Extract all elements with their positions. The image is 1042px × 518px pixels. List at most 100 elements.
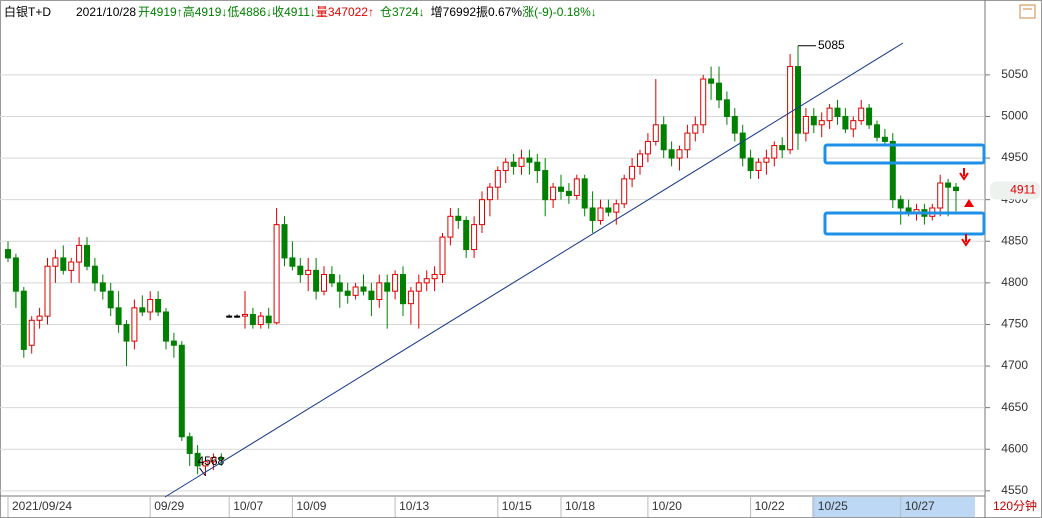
candle-body (676, 149, 683, 159)
candle-body (60, 257, 67, 271)
candle-body (257, 315, 264, 325)
candle-body (550, 186, 557, 201)
candle-body (897, 199, 904, 209)
y-tick-label: 4600 (1001, 441, 1028, 455)
candle-body (889, 140, 896, 201)
candle-body (455, 215, 462, 221)
candle-body (708, 78, 715, 84)
header-item: 高4919↓ (183, 4, 228, 19)
x-tick-label: 09/29 (154, 499, 184, 513)
candle-body (123, 323, 130, 342)
candle-body (139, 307, 146, 313)
candle-body (660, 124, 667, 151)
candle-body (84, 244, 90, 267)
candle-body (44, 265, 51, 317)
candle-body (684, 132, 691, 151)
candle-body (249, 313, 256, 325)
x-tick-label: 10/18 (565, 499, 595, 513)
candle-body (874, 124, 880, 138)
header-item: 低4886↓ (227, 5, 272, 19)
x-tick-label: 10/20 (652, 499, 682, 513)
candle-body (597, 207, 604, 221)
candle-body (731, 115, 738, 134)
header: 白银T+D 2021/10/28 开4919↑ 高4919↓ 低4886↓ 收4911… (4, 4, 597, 19)
candle-body (644, 140, 651, 155)
candle-body (787, 66, 794, 151)
candle-body (953, 186, 959, 192)
candle-body (810, 115, 817, 126)
candle-body (479, 199, 485, 226)
candle-body (234, 315, 241, 318)
high-label: 5085 (818, 38, 845, 52)
candle-body (423, 278, 430, 284)
candle-body (881, 136, 888, 142)
header-item: 振0.67% (476, 5, 522, 19)
candle-body (526, 157, 533, 163)
candle-body (739, 132, 746, 159)
candle-body (605, 207, 612, 213)
candle-body (321, 274, 327, 292)
candle-body (747, 157, 754, 172)
candle-body (818, 120, 825, 126)
candle-body (866, 107, 873, 126)
y-tick-label: 4850 (1001, 233, 1028, 247)
candle-body (494, 170, 501, 188)
candle-body (163, 311, 169, 342)
candle-body (581, 178, 588, 209)
candle-body (589, 207, 596, 221)
candle-body (486, 186, 493, 201)
candle-body (795, 66, 801, 134)
candle-body (186, 436, 193, 454)
last-price: 4911 (1010, 183, 1036, 197)
candle-body (210, 457, 217, 463)
candle-body (368, 290, 375, 300)
candle-body (771, 145, 778, 159)
window-button[interactable] (1019, 4, 1036, 19)
candle-body (510, 161, 517, 167)
symbol: 白银T+D (4, 4, 51, 19)
candle-body (763, 157, 770, 163)
candle-body (692, 124, 699, 134)
candle-body (384, 282, 391, 292)
candle-body (155, 298, 162, 313)
candle-body (447, 215, 454, 238)
arrow-down (959, 168, 969, 181)
candle-body (629, 165, 636, 180)
candle-body (463, 219, 470, 251)
candle-body (573, 178, 580, 197)
y-tick-label: 5000 (1001, 109, 1028, 123)
candle-body (52, 257, 59, 267)
candle-body (297, 265, 304, 276)
candle-body (202, 461, 209, 467)
candle-body (178, 344, 185, 438)
candle-body (226, 315, 233, 318)
candle-body (131, 307, 138, 342)
candle-body (637, 153, 643, 167)
candle-body (700, 78, 707, 126)
candle-body (289, 257, 296, 267)
candle-body (502, 161, 509, 172)
candle-body (407, 290, 414, 305)
candle-body (542, 170, 549, 201)
candle-body (621, 178, 628, 205)
x-tick-label: 10/09 (296, 499, 326, 513)
x-tick-label: 10/22 (755, 499, 785, 513)
header-item: 涨(-9)-0.18%↓ (522, 4, 597, 19)
candle-body (613, 203, 620, 213)
candle-body (652, 124, 659, 142)
x-tick-label: 10/25 (818, 499, 848, 513)
candle-body (147, 298, 154, 313)
candle-body (328, 274, 335, 284)
header-item: 增76992 (431, 5, 477, 19)
y-tick-label: 4650 (1001, 400, 1028, 414)
candle-body (265, 315, 272, 324)
low-label: 4568 (198, 454, 225, 468)
candle-body (115, 307, 122, 325)
candle-body (834, 107, 841, 117)
x-tick-label: 10/07 (233, 499, 263, 513)
candle-body (723, 99, 730, 117)
date: 2021/10/28 (76, 5, 136, 19)
x-tick-label: 10/27 (905, 499, 935, 513)
header-item: 仓3724↓ (380, 5, 425, 19)
